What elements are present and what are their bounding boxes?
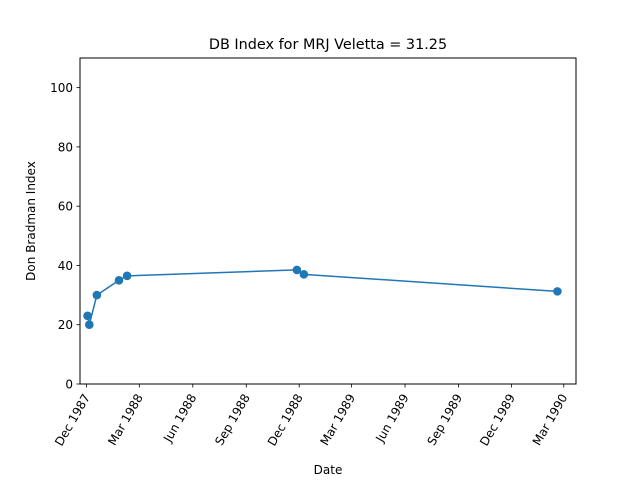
data-point [83, 311, 92, 321]
series-group [83, 265, 562, 330]
y-tick-label: 20 [58, 318, 73, 332]
data-point [299, 270, 309, 279]
y-axis-label: Don Bradman Index [24, 161, 38, 281]
plot-area-frame [79, 57, 577, 385]
y-tick-label: 100 [50, 81, 73, 95]
data-point [85, 320, 94, 330]
data-point [114, 275, 124, 285]
y-tick-label: 0 [65, 378, 73, 392]
data-point [92, 290, 102, 300]
chart-title: DB Index for MRJ Veletta = 31.25 [209, 37, 447, 53]
data-point [292, 265, 302, 275]
y-tick-label: 40 [58, 259, 73, 273]
data-point [553, 287, 562, 296]
x-axis-label: Date [314, 463, 343, 477]
y-tick-label: 60 [58, 200, 73, 214]
data-point [122, 271, 132, 281]
y-tick-label: 80 [58, 140, 73, 154]
